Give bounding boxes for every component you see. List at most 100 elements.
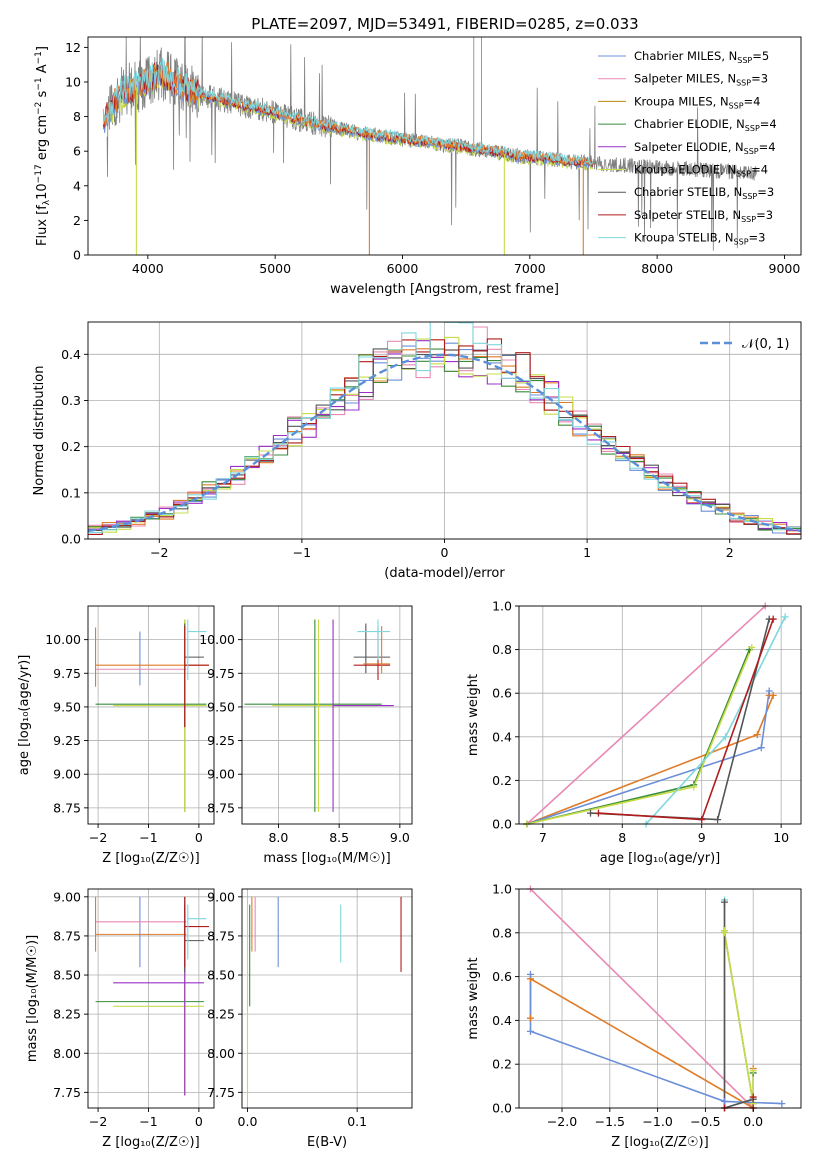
spectrum-panel: 4000 5000 6000 7000 8000 9000 0 2 4 6 8 10 12 wavelen… — [34, 36, 802, 297]
legend-entry: Kroupa STELIB, NSSP=3 — [634, 231, 765, 247]
mass-weight-marker — [757, 744, 765, 752]
x-tick-label: −2 — [150, 545, 168, 560]
legend-entry: Chabrier STELIB, NSSP=3 — [634, 185, 774, 201]
legend-entry: Salpeter MILES, NSSP=3 — [634, 72, 768, 88]
y-tick-label: 0.8 — [492, 642, 512, 657]
observed-spectrum — [106, 37, 757, 251]
y-tick-label: 9.25 — [207, 733, 235, 748]
plot-area — [526, 606, 786, 824]
mass-weight-marker — [748, 643, 756, 651]
mass-vs-extinction-panel: 0.0 0.1 7.75 8.00 8.25 8.50 8.75 9.00 E(B-V) — [207, 888, 413, 1150]
y-tick-label: 8.25 — [207, 1007, 235, 1022]
x-tick-label: −1 — [139, 1114, 157, 1129]
mass-weight-marker — [721, 929, 729, 937]
normal-legend-label: 𝒩(0, 1) — [742, 337, 789, 352]
spectrum-legend: Chabrier MILES, NSSP=5 Salpeter MILES, NS… — [598, 49, 777, 247]
x-tick-label: 0.0 — [743, 1114, 763, 1129]
x-tick-label: 5000 — [259, 261, 291, 276]
mass-weight-marker — [721, 1097, 729, 1105]
mass-weight-marker — [714, 816, 722, 824]
y-tick-label: 0.2 — [492, 773, 512, 788]
y-label-part: −1 — [34, 51, 44, 64]
x-axis-label: mass [log₁₀(M/M☉)] — [263, 851, 390, 866]
mass-weight-vs-age-panel: 7 8 9 10 0.0 0.2 0.4 0.6 0.8 1.0 age [log₁₀(age/yr… — [466, 599, 802, 866]
mass-weight-marker — [753, 731, 761, 739]
mass-weight-marker — [698, 816, 706, 824]
x-axis-label: E(B-V) — [307, 1135, 347, 1150]
y-tick-label: 10 — [65, 74, 81, 89]
axes-frame — [241, 888, 413, 1109]
x-tick-label: 9.0 — [390, 830, 410, 845]
mass-weight-marker — [749, 1067, 757, 1075]
y-label-part: A — [35, 64, 50, 77]
y-tick-label: 12 — [65, 40, 81, 55]
axes-frame — [241, 605, 413, 825]
x-tick-label: 1 — [583, 545, 591, 560]
normal-distribution-curve — [88, 353, 801, 533]
y-tick-label: 8.50 — [53, 968, 81, 983]
y-tick-label: 0.2 — [492, 1057, 512, 1072]
x-tick-label: 10 — [773, 830, 789, 845]
x-tick-label: 6000 — [387, 261, 419, 276]
y-label-part: λ — [42, 199, 52, 205]
x-axis-label: Z [log₁₀(Z/Z☉)] — [611, 1135, 708, 1150]
y-label-part: −2 — [34, 102, 44, 115]
mass-weight-marker — [526, 1014, 534, 1022]
y-tick-label: 8.50 — [207, 968, 235, 983]
figure-title: PLATE=2097, MJD=53491, FIBERID=0285, z=0… — [251, 15, 638, 33]
x-tick-label: 8000 — [641, 261, 673, 276]
legend-entry: Kroupa MILES, NSSP=4 — [634, 94, 760, 110]
y-tick-label: 10.00 — [45, 632, 81, 647]
y-tick-label: 0.0 — [492, 817, 512, 832]
y-tick-label: 4 — [73, 178, 81, 193]
residuals-histogram-panel: −2 −1 0 1 2 0.0 0.1 0.2 0.3 0.4 (data-model)/error… — [32, 321, 802, 581]
x-tick-label: −0.5 — [690, 1114, 720, 1129]
x-tick-label: 7000 — [514, 261, 546, 276]
legend-entry: Salpeter ELODIE, NSSP=4 — [634, 140, 776, 156]
axes-frame — [87, 36, 802, 256]
y-tick-label: 8.00 — [207, 1046, 235, 1061]
y-axis-label: mass [log₁₀(M/M☉)] — [25, 935, 40, 1062]
x-tick-label: −1 — [293, 545, 311, 560]
y-tick-label: 0 — [73, 248, 81, 263]
axes-frame — [518, 605, 802, 825]
y-label-part: erg cm — [35, 115, 50, 164]
y-tick-label: 0.4 — [492, 729, 512, 744]
y-tick-label: 9.00 — [53, 767, 81, 782]
legend-entry: Chabrier MILES, NSSP=5 — [634, 49, 769, 65]
axes-frame — [87, 888, 215, 1109]
plot-area — [102, 37, 757, 255]
y-axis-label: mass weight — [466, 957, 481, 1039]
mass-weight-marker — [594, 809, 602, 817]
y-tick-label: 0.8 — [492, 925, 512, 940]
x-tick-label: 8.0 — [268, 830, 288, 845]
y-tick-label: 9.50 — [53, 699, 81, 714]
mass-weight-vs-metallicity-panel: −2.0 −1.5 −1.0 −0.5 0.0 0.0 0.2 0.4 0.6 0.8 1.0 Z [… — [466, 882, 802, 1150]
age-vs-mass-panel: 8.0 8.5 9.0 8.75 9.00 9.25 9.50 9.75 10.00 mass [… — [199, 605, 413, 866]
y-tick-label: 8.75 — [53, 800, 81, 815]
y-tick-label: 9.25 — [53, 733, 81, 748]
x-axis-label: Z [log₁₀(Z/Z☉)] — [102, 851, 199, 866]
y-tick-label: 9.00 — [53, 889, 81, 904]
y-tick-label: 8.75 — [53, 928, 81, 943]
x-tick-label: 8.5 — [329, 830, 349, 845]
x-tick-label: −2 — [89, 830, 107, 845]
age-vs-metallicity-panel: −2 −1 0 8.75 9.00 9.25 9.50 9.75 10.00 Z [log₁₀(Z… — [17, 605, 215, 866]
mass-weight-line — [529, 974, 782, 1105]
plot-area — [244, 619, 394, 812]
mass-weight-line — [526, 606, 766, 824]
y-tick-label: 0.4 — [492, 1013, 512, 1028]
y-tick-label: 6 — [73, 144, 81, 159]
mass-weight-marker — [749, 1093, 757, 1101]
y-tick-label: 10.00 — [199, 632, 235, 647]
mass-weight-marker — [721, 898, 729, 906]
mass-weight-marker — [526, 970, 534, 978]
x-tick-label: 0.1 — [347, 1114, 367, 1129]
x-tick-label: −1 — [139, 830, 157, 845]
mass-weight-marker — [769, 615, 777, 623]
y-tick-label: 0.1 — [61, 485, 81, 500]
y-tick-label: 0.4 — [61, 347, 81, 362]
axes-frame — [518, 888, 802, 1109]
x-tick-label: 2 — [726, 545, 734, 560]
mass-weight-marker — [781, 613, 789, 621]
